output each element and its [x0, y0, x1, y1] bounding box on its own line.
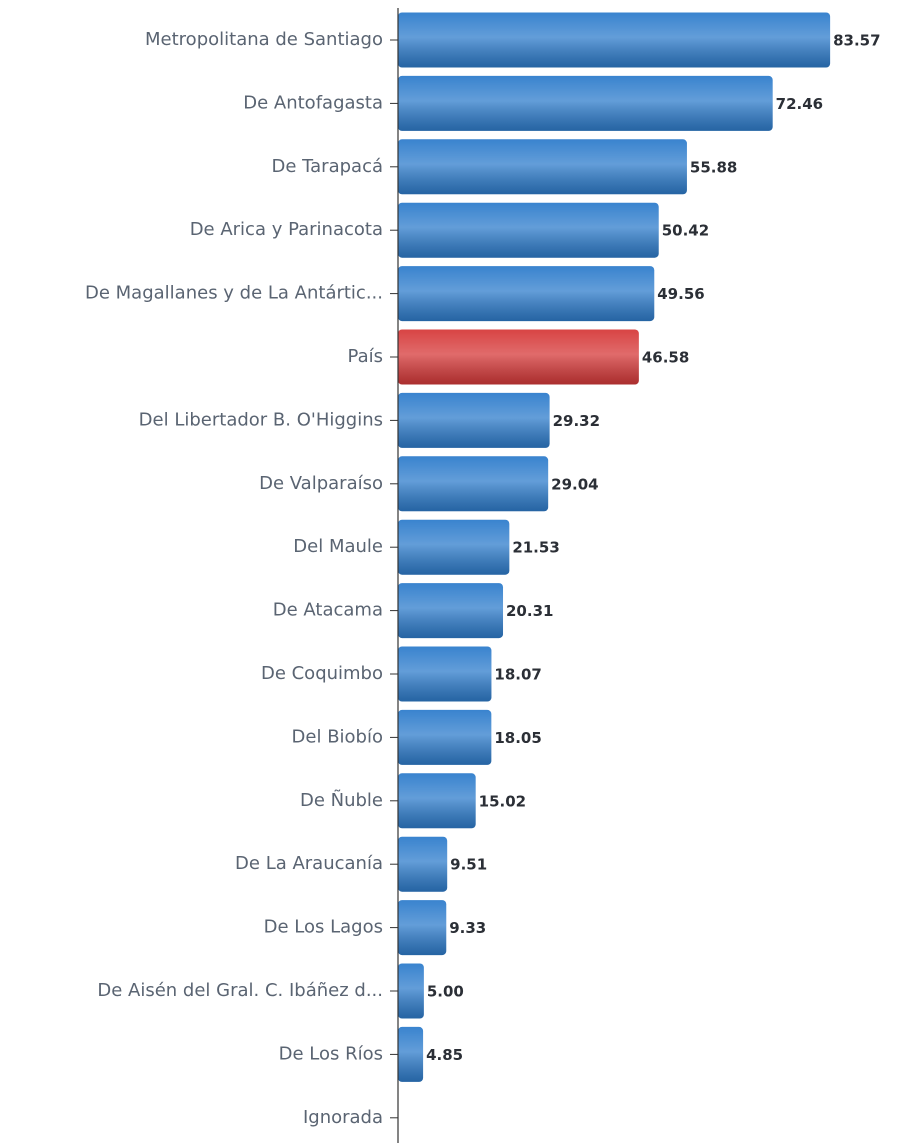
bar [398, 266, 655, 322]
category-label: De Aisén del Gral. C. Ibáñez d... [97, 980, 383, 1001]
bar [398, 519, 510, 575]
value-label: 29.32 [553, 412, 600, 430]
value-label: 46.58 [642, 349, 689, 367]
category-label: De Arica y Parinacota [190, 219, 383, 240]
value-label: 50.42 [662, 222, 709, 240]
value-label: 9.33 [449, 919, 486, 937]
value-label: 72.46 [776, 95, 823, 113]
bar [398, 709, 492, 765]
bar [398, 392, 550, 448]
value-label: 55.88 [690, 158, 737, 176]
bar [398, 900, 447, 956]
category-label: De La Araucanía [235, 853, 383, 874]
value-label: 83.57 [833, 32, 880, 50]
bar [398, 329, 639, 385]
value-label: 20.31 [506, 602, 553, 620]
category-label: Metropolitana de Santiago [145, 29, 383, 50]
bar [398, 836, 448, 892]
category-label: De Antofagasta [243, 92, 383, 113]
value-label: 5.00 [427, 983, 464, 1001]
bar [398, 583, 504, 639]
category-label: De Coquimbo [261, 663, 383, 684]
value-label: 21.53 [512, 539, 559, 557]
value-label: 18.05 [494, 729, 541, 747]
category-label: De Valparaíso [259, 473, 383, 494]
category-label: Del Biobío [292, 726, 383, 747]
category-label: De Tarapacá [271, 156, 383, 177]
bar [398, 12, 831, 68]
bar [398, 456, 549, 512]
bar [398, 139, 687, 195]
category-label: Del Libertador B. O'Higgins [139, 409, 383, 430]
category-label: De Atacama [273, 600, 383, 621]
category-label: De Los Lagos [264, 917, 383, 938]
category-label: De Ñuble [300, 789, 383, 811]
bar [398, 202, 659, 258]
value-label: 15.02 [479, 792, 526, 810]
category-label: Ignorada [303, 1107, 383, 1128]
value-label: 29.04 [551, 475, 598, 493]
bar [398, 963, 424, 1019]
value-label: 4.85 [426, 1046, 463, 1064]
bar [398, 1026, 424, 1082]
bar [398, 773, 476, 829]
category-label: De Magallanes y de La Antártic... [85, 283, 383, 304]
bar [398, 646, 492, 702]
category-label: De Los Ríos [279, 1043, 383, 1064]
value-label: 9.51 [450, 856, 487, 874]
category-label: Del Maule [293, 536, 383, 557]
bar [398, 75, 773, 131]
category-label: País [348, 346, 383, 367]
value-label: 49.56 [657, 285, 704, 303]
value-label: 18.07 [494, 666, 541, 684]
